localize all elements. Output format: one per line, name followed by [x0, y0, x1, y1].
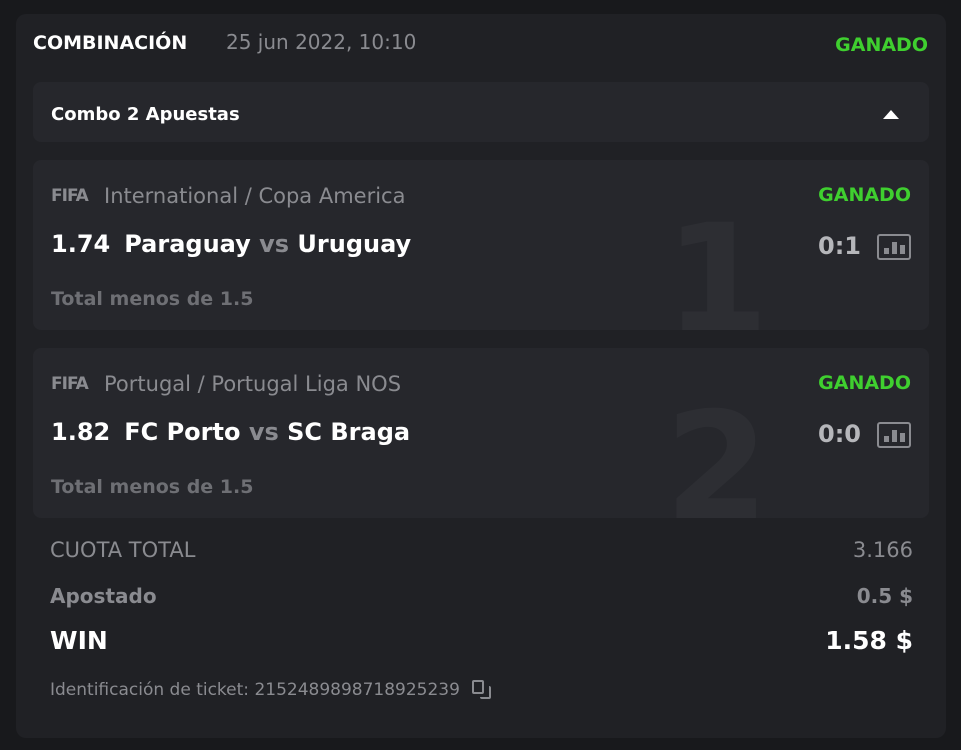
score: 0:0 — [818, 420, 861, 448]
total-odds-label: CUOTA TOTAL — [50, 538, 196, 562]
stake-value: 0.5 $ — [856, 584, 913, 608]
bet-status: GANADO — [818, 372, 911, 394]
total-odds-row: CUOTA TOTAL 3.166 — [50, 538, 913, 562]
match: 1.82 FC Porto vs SC Braga — [51, 418, 410, 446]
stats-icon[interactable] — [877, 234, 911, 260]
ticket-label: Identificación de ticket: — [50, 680, 250, 700]
fifa-logo-icon: FIFA — [51, 186, 89, 206]
bet-type: COMBINACIÓN — [33, 32, 188, 54]
vs: vs — [259, 230, 290, 258]
away-team: SC Braga — [287, 418, 411, 446]
bet-index: 2 — [664, 381, 769, 518]
score: 0:1 — [818, 232, 861, 260]
fifa-logo-icon: FIFA — [51, 374, 89, 394]
bet-item: 2 FIFA Portugal / Portugal Liga NOS GANA… — [33, 348, 929, 518]
stats-icon[interactable] — [877, 422, 911, 448]
bet-status: GANADO — [818, 184, 911, 206]
win-row: WIN 1.58 $ — [50, 626, 913, 655]
stake-row: Apostado 0.5 $ — [50, 584, 913, 608]
league: International / Copa America — [104, 184, 406, 208]
ticket-id-row: Identificación de ticket: 21524898987189… — [50, 680, 492, 700]
status-badge: GANADO — [835, 34, 928, 56]
market: Total menos de 1.5 — [51, 476, 254, 498]
match: 1.74 Paraguay vs Uruguay — [51, 230, 411, 258]
bet-header: COMBINACIÓN 25 jun 2022, 10:10 GANADO — [33, 22, 928, 56]
home-team: Paraguay — [124, 230, 251, 258]
copy-icon[interactable] — [471, 680, 492, 700]
win-label: WIN — [50, 626, 108, 655]
bet-item: 1 FIFA International / Copa America GANA… — [33, 160, 929, 330]
market: Total menos de 1.5 — [51, 288, 254, 310]
bet-index: 1 — [664, 193, 769, 330]
vs: vs — [248, 418, 279, 446]
away-team: Uruguay — [297, 230, 412, 258]
ticket-id: 2152489898718925239 — [254, 680, 460, 700]
home-team: FC Porto — [124, 418, 241, 446]
win-value: 1.58 $ — [825, 626, 913, 655]
stake-label: Apostado — [50, 584, 157, 608]
bet-date: 25 jun 2022, 10:10 — [226, 30, 417, 54]
combo-toggle[interactable]: Combo 2 Apuestas — [33, 82, 929, 142]
league: Portugal / Portugal Liga NOS — [104, 372, 402, 396]
combo-label: Combo 2 Apuestas — [51, 104, 240, 125]
caret-up-icon[interactable] — [883, 110, 899, 119]
total-odds-value: 3.166 — [852, 538, 913, 562]
odds: 1.82 — [51, 418, 111, 446]
odds: 1.74 — [51, 230, 111, 258]
